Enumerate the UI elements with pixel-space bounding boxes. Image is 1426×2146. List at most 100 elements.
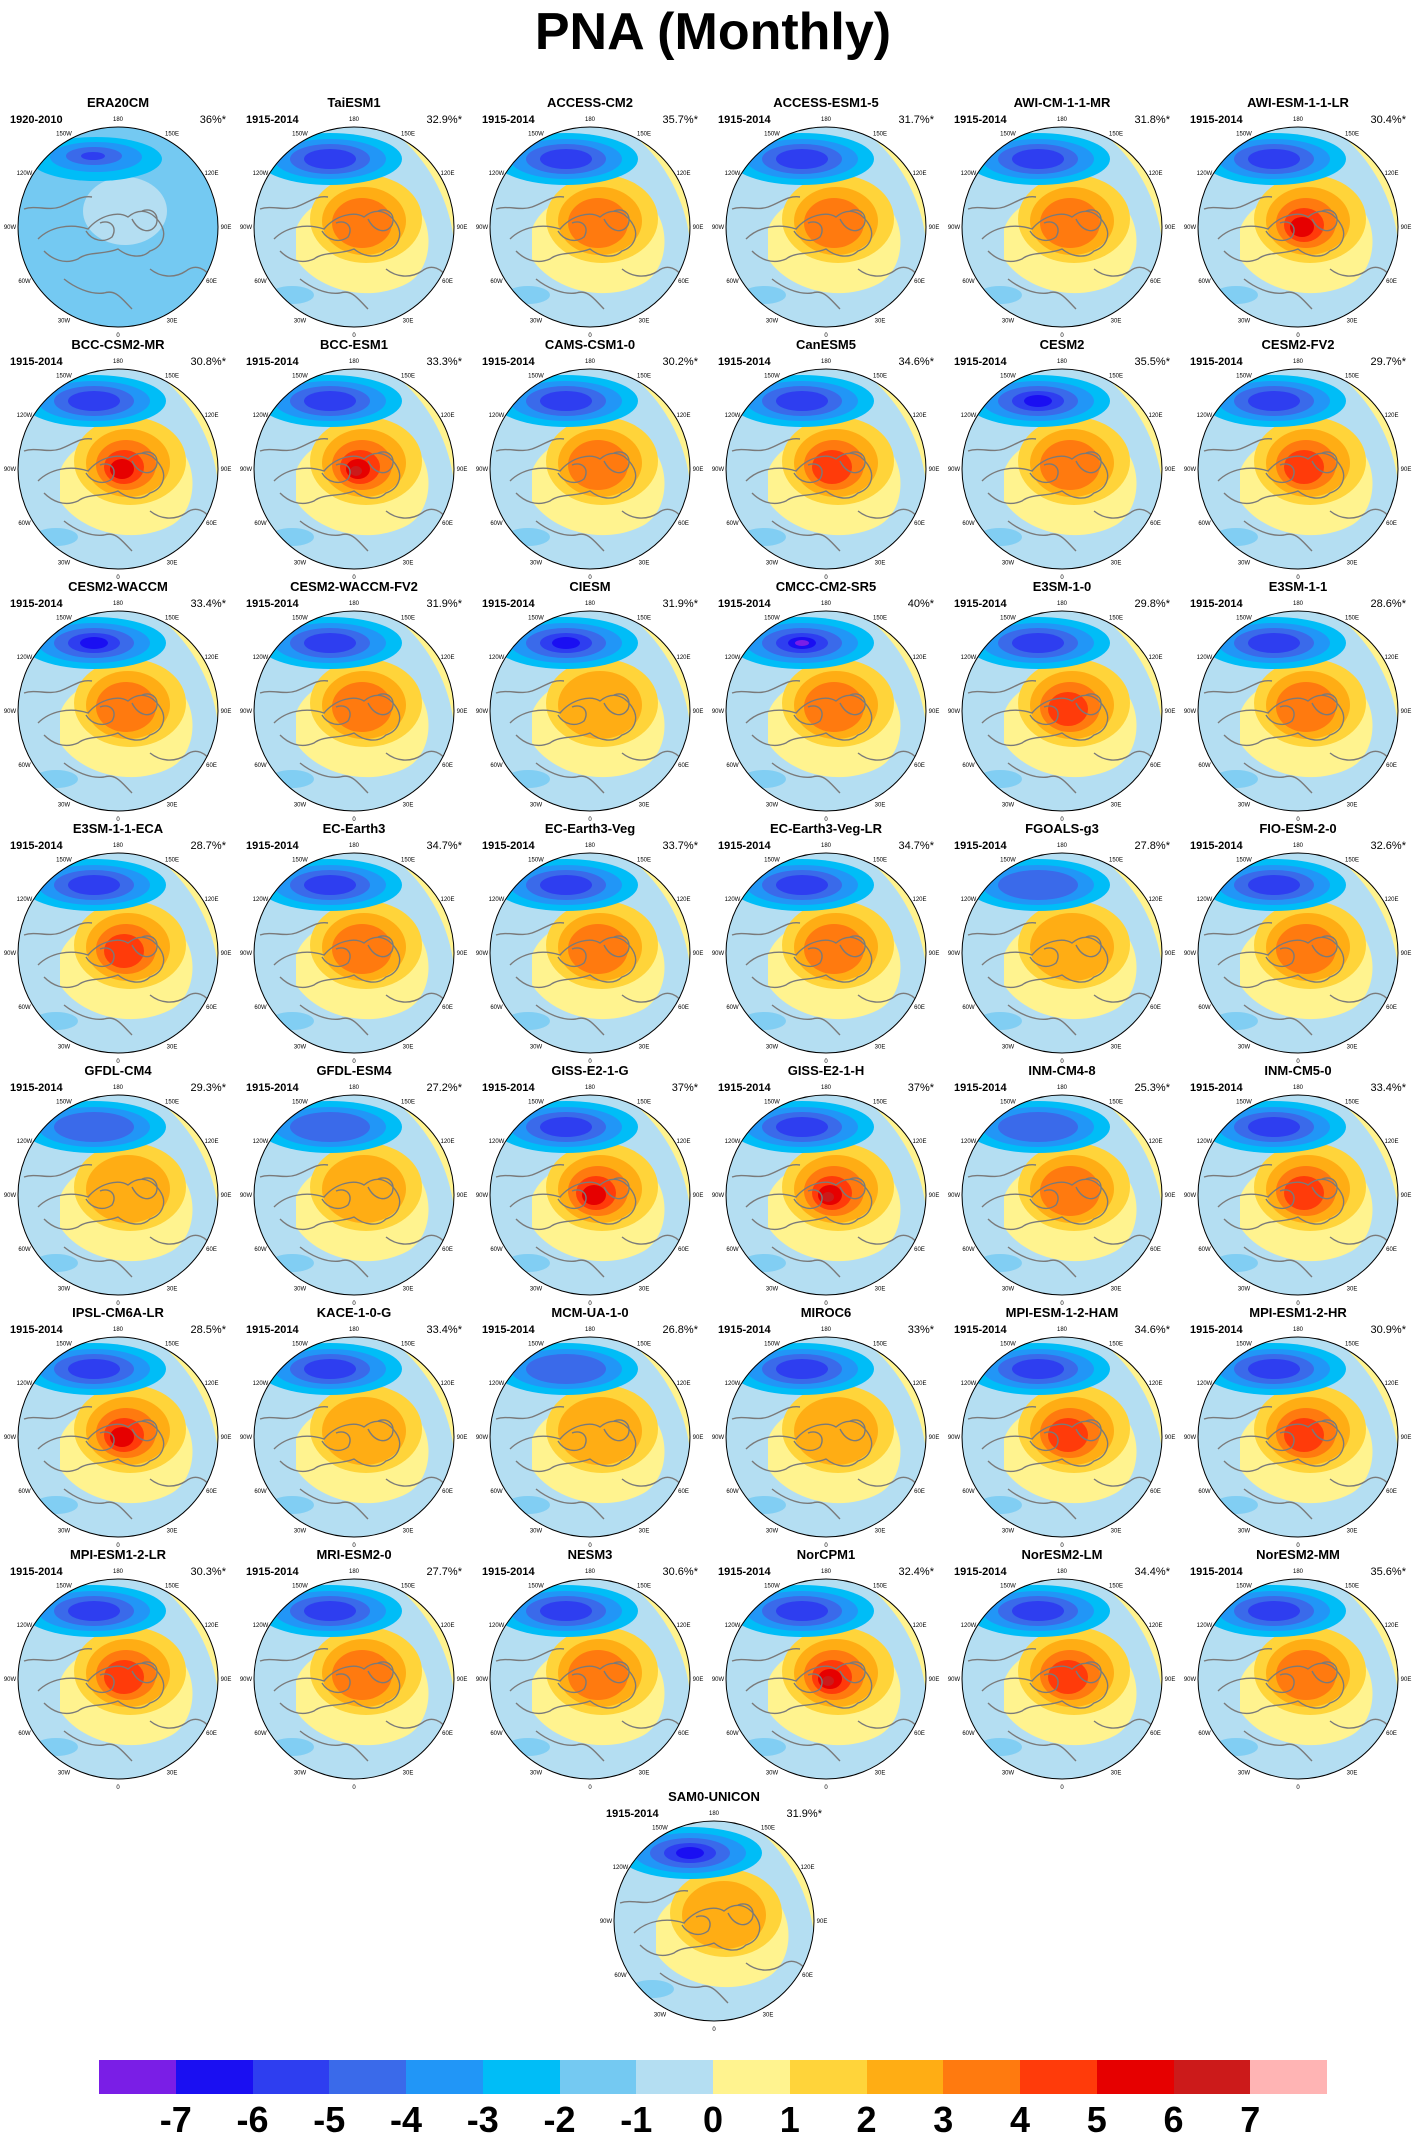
- longitude-label: 60W: [18, 521, 31, 527]
- longitude-label: 30E: [1111, 1045, 1122, 1051]
- longitude-label: 90E: [457, 225, 468, 231]
- map-panel: E3SM-1-0 1915-2014 29.8%* 180 150W 120W 90W 60W…: [944, 579, 1180, 823]
- anomaly-field: [726, 369, 926, 569]
- coastline: [621, 266, 685, 280]
- anomaly-field: [1198, 853, 1398, 1053]
- longitude-label: 60W: [254, 1247, 267, 1253]
- coastline: [495, 921, 565, 936]
- colorbar-swatch: [252, 2060, 330, 2094]
- polar-map: 180 150W 120W 90W 60W 30W 0 30E 60E 90E 120E 150E: [948, 1085, 1176, 1307]
- coastline: [63, 520, 133, 552]
- polar-map: 180 150W 120W 90W 60W 30W 0 30E 60E 90E 120E 150E: [4, 1569, 232, 1791]
- panel-variance-percent: 27.7%*: [426, 1566, 462, 1578]
- longitude-label: 60E: [1150, 521, 1161, 527]
- coastline: [1265, 221, 1295, 242]
- longitude-label: 0: [352, 1301, 356, 1307]
- panel-period: 1915-2014: [482, 598, 535, 610]
- longitude-label: 120W: [1197, 1381, 1213, 1387]
- longitude-label: 0: [352, 575, 356, 581]
- polar-map: 180 150W 120W 90W 60W 30W 0 30E 60E 90E 120E 150E: [712, 1569, 940, 1791]
- longitude-label: 150W: [1236, 1342, 1252, 1348]
- longitude-label: 150E: [165, 1100, 179, 1106]
- longitude-label: 30W: [530, 319, 543, 325]
- map-panel: INM-CM4-8 1915-2014 25.3%* 180 150W 120W 90W 60…: [944, 1063, 1180, 1307]
- longitude-label: 180: [349, 1569, 360, 1575]
- panel-model-name: INM-CM4-8: [1028, 1063, 1096, 1078]
- colorbar-tick-label: 0: [702, 2099, 724, 2140]
- map-panel: E3SM-1-1 1915-2014 28.6%* 180 150W 120W 90W 60W…: [1180, 579, 1416, 823]
- longitude-label: 30W: [530, 1045, 543, 1051]
- anomaly-field: [1198, 369, 1398, 569]
- longitude-label: 60W: [1198, 1731, 1211, 1737]
- panel-model-name: E3SM-1-1: [1268, 579, 1328, 594]
- coastline: [793, 1431, 823, 1452]
- longitude-label: 150E: [1109, 132, 1123, 138]
- coastline: [259, 195, 329, 210]
- map-panel: GFDL-CM4 1915-2014 29.3%* 180 150W 120W 90W 60W…: [0, 1063, 236, 1307]
- map-panel: NorCPM1 1915-2014 32.4%* 180 150W 120W 90W 60W 3…: [708, 1547, 944, 1791]
- coastline: [259, 921, 329, 936]
- coastline: [85, 1189, 115, 1210]
- coastline: [731, 1405, 801, 1420]
- longitude-label: 90E: [457, 467, 468, 473]
- longitude-label: 60E: [1386, 1731, 1397, 1737]
- panel-model-name: ACCESS-CM2: [547, 95, 633, 110]
- map-panel: GISS-E2-1-G 1915-2014 37%* 180 150W 120W 90W 60…: [472, 1063, 708, 1307]
- longitude-label: 90W: [476, 225, 489, 231]
- longitude-label: 30W: [766, 1287, 779, 1293]
- longitude-label: 30W: [1238, 1287, 1251, 1293]
- coastline: [771, 1004, 841, 1036]
- longitude-label: 30E: [639, 1287, 650, 1293]
- colorbar-swatch: [99, 2060, 176, 2094]
- longitude-label: 30E: [875, 561, 886, 567]
- coastline: [131, 935, 158, 958]
- coastline: [299, 278, 369, 310]
- longitude-label: 30W: [1002, 1045, 1015, 1051]
- longitude-label: 30W: [766, 803, 779, 809]
- longitude-label: 30E: [403, 1771, 414, 1777]
- coastline: [259, 1647, 329, 1662]
- longitude-label: 150E: [637, 1100, 651, 1106]
- longitude-label: 120W: [253, 171, 269, 177]
- longitude-label: 150E: [1109, 1100, 1123, 1106]
- panel-period: 1915-2014: [954, 1324, 1007, 1336]
- longitude-label: 120W: [961, 897, 977, 903]
- longitude-label: 150W: [764, 374, 780, 380]
- anomaly-field: [726, 1337, 926, 1537]
- coastline: [745, 210, 873, 263]
- coastline: [1217, 1662, 1345, 1715]
- longitude-label: 150W: [1236, 616, 1252, 622]
- colorbar-swatch: [329, 2060, 406, 2094]
- coastline: [621, 508, 685, 522]
- longitude-label: 90E: [457, 951, 468, 957]
- anomaly-field: [18, 1337, 218, 1537]
- coastline: [509, 210, 637, 263]
- longitude-label: 30W: [58, 1771, 71, 1777]
- longitude-label: 120E: [912, 171, 926, 177]
- longitude-label: 150W: [1236, 1584, 1252, 1590]
- longitude-label: 90E: [1165, 1193, 1176, 1199]
- anomaly-field: [254, 1579, 454, 1779]
- coastline: [619, 1889, 689, 1904]
- longitude-label: 120E: [676, 171, 690, 177]
- longitude-label: 0: [824, 817, 828, 823]
- coastline: [509, 452, 637, 505]
- anomaly-field: [1198, 611, 1398, 811]
- coastline: [745, 452, 873, 505]
- coastline: [1029, 1673, 1059, 1694]
- longitude-label: 0: [352, 333, 356, 339]
- coastline: [731, 1163, 801, 1178]
- map-panel: ERA20CM 1920-2010 36%* 180 150W 120W 90W 60W 30W…: [0, 95, 236, 339]
- longitude-label: 0: [1296, 817, 1300, 823]
- coastline: [535, 520, 605, 552]
- coastline: [793, 463, 823, 484]
- longitude-label: 120E: [676, 1139, 690, 1145]
- longitude-label: 90E: [221, 467, 232, 473]
- colorbar-tick-label: 6: [1163, 2099, 1184, 2140]
- longitude-label: 90W: [1184, 951, 1197, 957]
- longitude-label: 120W: [725, 1623, 741, 1629]
- coastline: [771, 520, 841, 552]
- longitude-label: 60W: [726, 279, 739, 285]
- longitude-label: 150W: [1000, 858, 1016, 864]
- coastline: [85, 463, 115, 484]
